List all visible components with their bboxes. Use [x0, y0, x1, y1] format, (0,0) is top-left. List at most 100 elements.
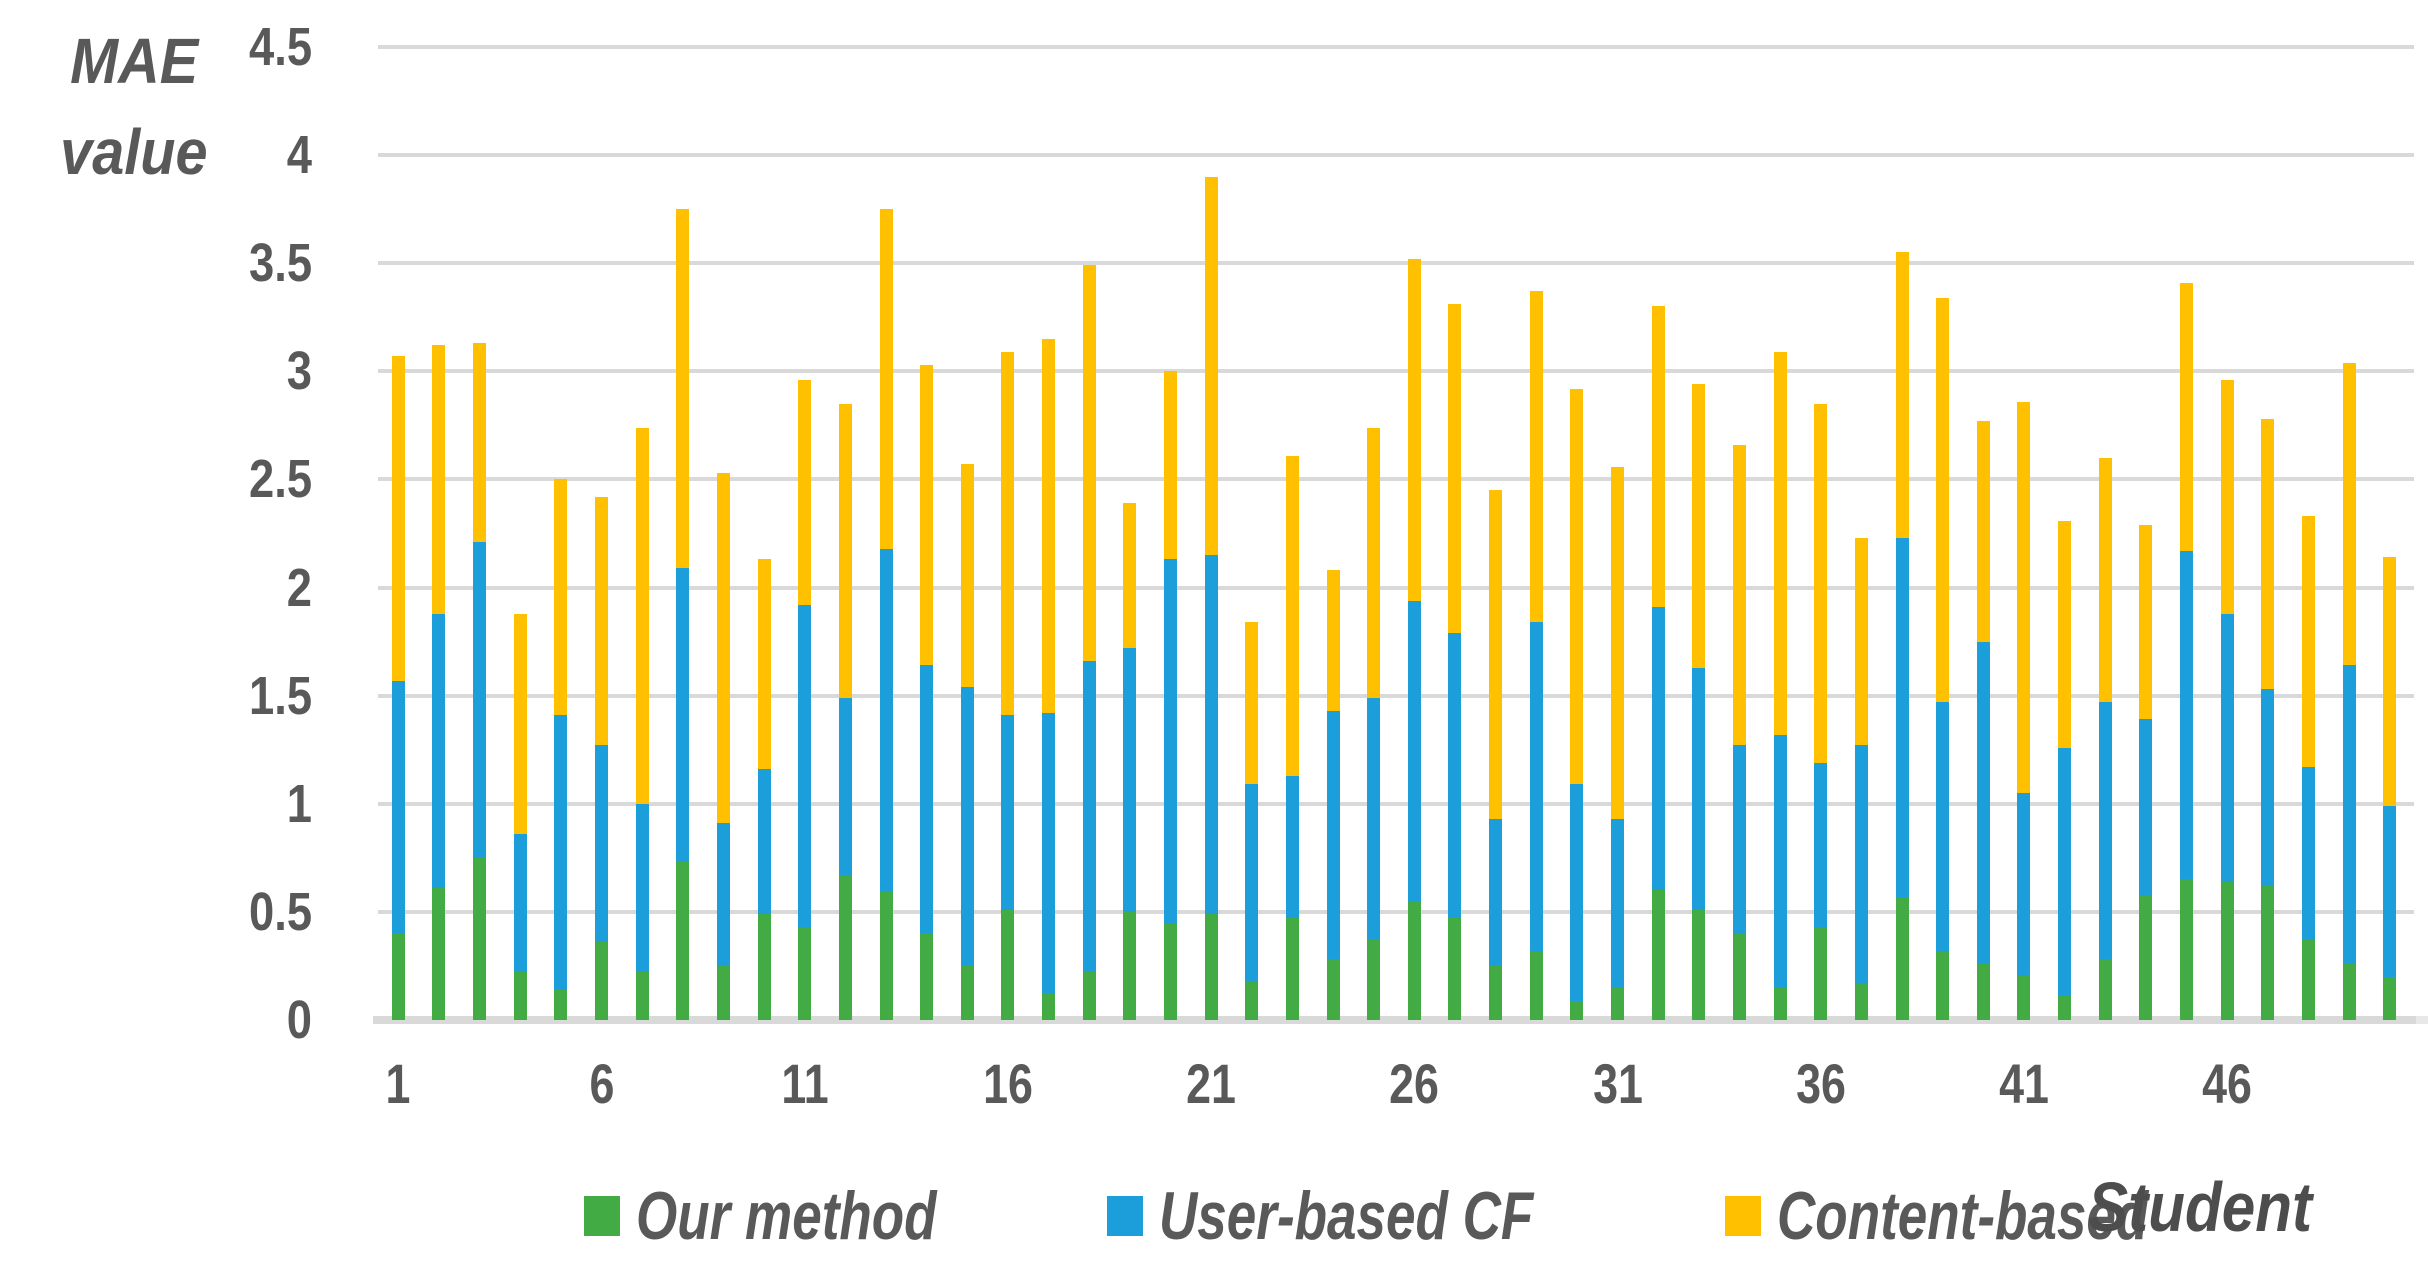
segment-content-based — [1692, 384, 1706, 668]
segment-our-method — [716, 965, 730, 1020]
segment-user-based-cf — [2017, 792, 2031, 975]
gridline — [378, 477, 2414, 482]
segment-our-method — [1448, 918, 1462, 1020]
segment-user-based-cf — [838, 697, 852, 876]
segment-content-based — [1245, 622, 1259, 785]
segment-user-based-cf — [1204, 555, 1218, 915]
segment-user-based-cf — [2180, 550, 2193, 880]
segment-user-based-cf — [1854, 745, 1868, 984]
segment-our-method — [1123, 911, 1137, 1020]
bar-slot — [1882, 47, 1923, 1020]
bar-slot — [1353, 47, 1394, 1020]
segment-content-based — [2139, 524, 2153, 720]
segment-user-based-cf — [1001, 715, 1015, 910]
x-tick-label: 16 — [982, 1052, 1033, 1115]
bar-slot — [1191, 47, 1232, 1020]
segment-user-based-cf — [1163, 559, 1177, 923]
bar-slot — [2166, 47, 2207, 1020]
segment-user-based-cf — [513, 834, 527, 973]
stacked-bar — [2139, 524, 2153, 1020]
stacked-bar — [1854, 537, 1868, 1020]
stacked-bar — [513, 613, 527, 1020]
gridline — [378, 585, 2414, 590]
x-tick-label: 41 — [1998, 1052, 2049, 1115]
segment-our-method — [2220, 881, 2234, 1020]
segment-our-method — [2180, 879, 2193, 1020]
bar-slot — [1394, 47, 1435, 1020]
segment-user-based-cf — [595, 745, 609, 943]
y-axis-title-line2: value — [60, 115, 208, 188]
segment-content-based — [432, 345, 446, 614]
segment-user-based-cf — [2139, 719, 2153, 895]
bar-slot — [1110, 47, 1151, 1020]
segment-our-method — [676, 862, 690, 1020]
segment-content-based — [2342, 362, 2356, 666]
segment-content-based — [1448, 304, 1462, 633]
bar-slot — [825, 47, 866, 1020]
stacked-bar — [1895, 252, 1909, 1020]
legend: Our method User-based CF Content-based — [584, 1182, 2253, 1250]
stacked-bar — [757, 559, 771, 1020]
bar-slot — [662, 47, 703, 1020]
stacked-bar — [554, 479, 568, 1020]
bar-slot — [1435, 47, 1476, 1020]
segment-content-based — [798, 380, 812, 605]
segment-user-based-cf — [2261, 689, 2275, 886]
y-tick-label: 0.5 — [248, 881, 312, 942]
bar-slot — [1313, 47, 1354, 1020]
legend-swatch-user-based-cf — [1107, 1196, 1144, 1236]
bars-container — [378, 47, 2410, 1020]
gridline — [378, 369, 2414, 374]
x-tick-labels: 1 6 11 16 21 26 31 36 41 46 — [378, 1056, 2410, 1136]
segment-user-based-cf — [1732, 745, 1746, 934]
segment-user-based-cf — [960, 687, 974, 966]
y-tick-label: 1.5 — [248, 665, 312, 726]
bar-slot — [866, 47, 907, 1020]
bar-slot — [1231, 47, 1272, 1020]
segment-content-based — [920, 364, 934, 666]
stacked-bar — [1123, 503, 1137, 1020]
bar-slot — [1557, 47, 1598, 1020]
legend-item-our-method: Our method — [584, 1182, 1021, 1250]
stacked-bar — [595, 496, 609, 1020]
y-tick-label: 0 — [286, 990, 312, 1050]
bar-slot — [581, 47, 622, 1020]
stacked-bar — [716, 472, 730, 1020]
segment-user-based-cf — [798, 604, 812, 928]
segment-content-based — [1001, 351, 1015, 716]
bar-slot — [1963, 47, 2004, 1020]
segment-our-method — [1651, 890, 1665, 1020]
segment-content-based — [2180, 282, 2193, 551]
segment-our-method — [2261, 885, 2275, 1020]
stacked-bar — [635, 427, 649, 1020]
bar-slot — [1028, 47, 1069, 1020]
bar-slot — [947, 47, 988, 1020]
segment-our-method — [1773, 987, 1787, 1020]
stacked-bar — [2301, 516, 2315, 1020]
stacked-bar — [2261, 418, 2275, 1020]
y-tick-label: 3 — [286, 341, 312, 402]
segment-content-based — [2058, 520, 2072, 748]
segment-user-based-cf — [1489, 818, 1503, 966]
segment-our-method — [1082, 972, 1096, 1020]
segment-our-method — [635, 972, 649, 1020]
segment-user-based-cf — [2058, 747, 2072, 997]
segment-content-based — [2301, 516, 2315, 768]
legend-label: Our method — [636, 1178, 937, 1254]
segment-content-based — [2220, 380, 2234, 614]
segment-our-method — [1611, 987, 1625, 1020]
segment-content-based — [676, 209, 690, 569]
y-tick-label: 4 — [286, 125, 312, 186]
x-axis-line-end — [2416, 1016, 2428, 1024]
stacked-bar — [1489, 490, 1503, 1020]
x-tick-label: 31 — [1592, 1052, 1643, 1115]
stacked-bar — [2098, 457, 2112, 1020]
legend-label: Content-based — [1777, 1178, 2149, 1254]
segment-content-based — [1082, 265, 1096, 662]
stacked-bar — [1245, 622, 1259, 1020]
bar-slot — [2207, 47, 2248, 1020]
stacked-bar — [798, 380, 812, 1020]
stacked-bar — [2180, 282, 2193, 1020]
segment-content-based — [1326, 570, 1340, 711]
bar-slot — [541, 47, 582, 1020]
